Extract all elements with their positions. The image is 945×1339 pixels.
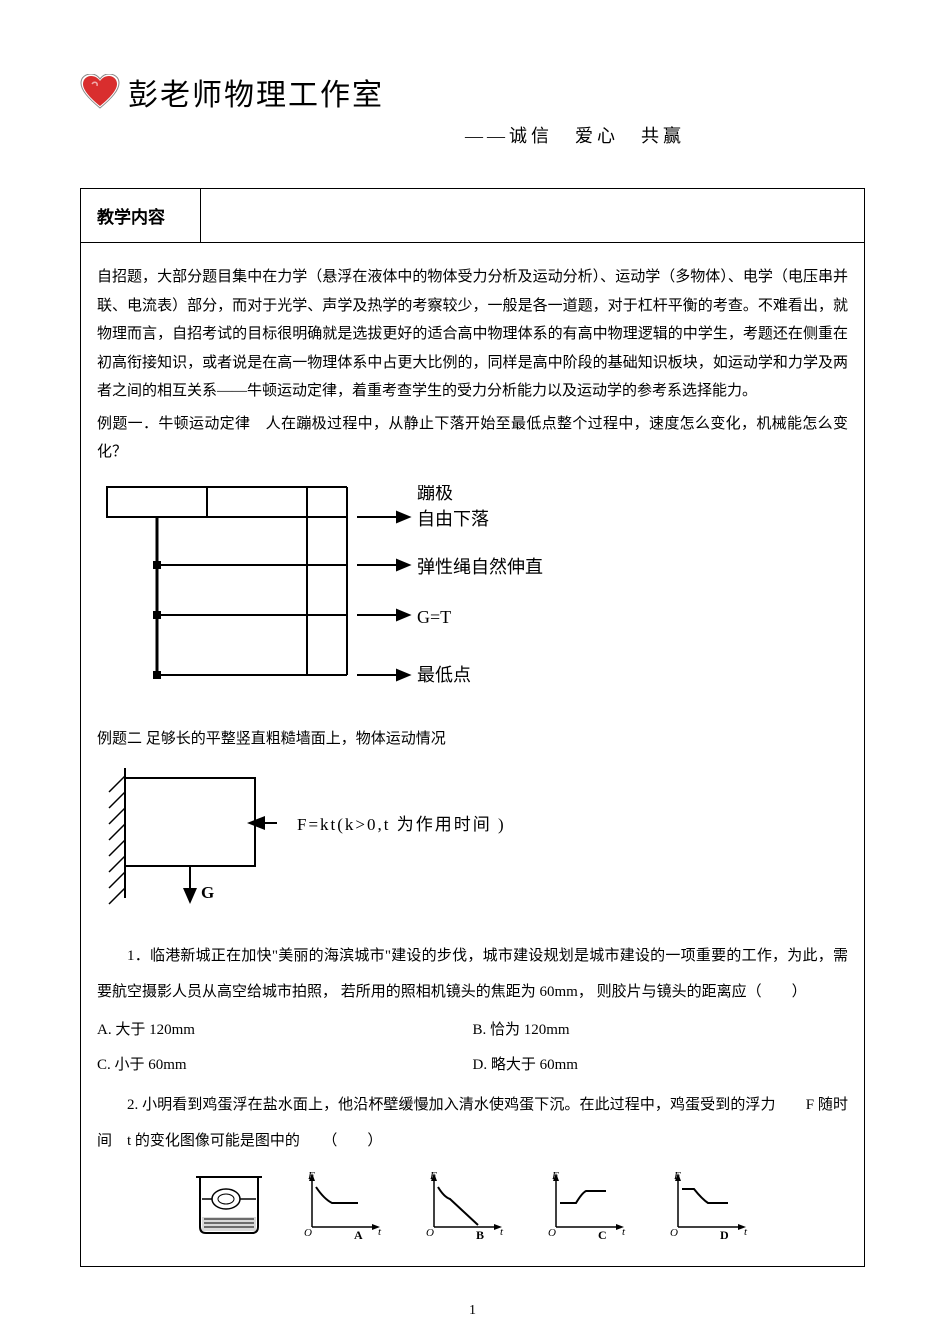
wall-force-diagram: F=kt(k>0,t 为作用时间 ) G [97, 768, 848, 919]
graph-d: F t O D [664, 1169, 756, 1250]
section-header-empty [201, 189, 864, 242]
q1-option-a: A. 大于 120mm [97, 1016, 473, 1045]
subtitle: ——诚信 爱心 共赢 [80, 122, 865, 148]
svg-text:t: t [622, 1226, 626, 1238]
d1-label-1: 自由下落 [417, 509, 489, 529]
page-number: 1 [469, 1303, 476, 1319]
svg-text:F: F [551, 1170, 559, 1182]
graph-c: F t O C [542, 1169, 634, 1250]
question-1-text: 1．临港新城正在加快"美丽的海滨城市"建设的步伐，城市建设规划是城市建设的一项重… [97, 938, 848, 1010]
beaker-icon [190, 1169, 268, 1250]
svg-text:F: F [429, 1170, 437, 1182]
section-header-label: 教学内容 [81, 189, 201, 242]
subtitle-prefix: —— [465, 126, 509, 146]
q1-options-row2: C. 小于 60mm D. 略大于 60mm [97, 1051, 848, 1080]
svg-text:t: t [500, 1226, 504, 1238]
graph-a: F t O A [298, 1169, 390, 1250]
svg-text:t: t [744, 1226, 748, 1238]
q1-option-c: C. 小于 60mm [97, 1051, 473, 1080]
bungee-diagram: 蹦极 自由下落 弹性绳自然伸直 G=T 最低点 [97, 485, 848, 696]
force-label: F=kt(k>0,t 为作用时间 ) [297, 815, 506, 834]
g-label: G [201, 883, 216, 902]
content-body: 自招题，大部分题目集中在力学（悬浮在液体中的物体受力分析及运动分析）、运动学（多… [81, 243, 864, 1266]
question-2-text: 2. 小明看到鸡蛋浮在盐水面上，他沿杯壁缓慢加入清水使鸡蛋下沉。在此过程中，鸡蛋… [97, 1087, 848, 1159]
d1-label-3: G=T [417, 607, 451, 627]
content-box: 教学内容 自招题，大部分题目集中在力学（悬浮在液体中的物体受力分析及运动分析）、… [80, 188, 865, 1267]
example2-label: 例题二 足够长的平整竖直粗糙墙面上，物体运动情况 [97, 725, 848, 754]
svg-text:t: t [378, 1226, 382, 1238]
svg-text:O: O [548, 1227, 556, 1239]
logo-title-row: 彭老师物理工作室 [80, 70, 865, 114]
q1-option-b: B. 恰为 120mm [473, 1016, 849, 1045]
graph-a-label: A [354, 1228, 363, 1239]
graph-c-label: C [598, 1228, 607, 1239]
graph-b-label: B [476, 1228, 484, 1239]
svg-text:O: O [426, 1227, 434, 1239]
subtitle-words: 诚信 爱心 共赢 [509, 126, 685, 146]
q2-graphs-row: F t O A F t O B [97, 1169, 848, 1250]
heart-logo-icon [80, 74, 120, 110]
studio-title: 彭老师物理工作室 [128, 70, 384, 114]
section-header-row: 教学内容 [81, 189, 864, 243]
example1-label: 例题一．牛顿运动定律 人在蹦极过程中，从静止下落开始至最低点整个过程中，速度怎么… [97, 410, 848, 467]
svg-text:F: F [673, 1170, 681, 1182]
graph-d-label: D [720, 1228, 729, 1239]
svg-text:O: O [304, 1227, 312, 1239]
graph-b: F t O B [420, 1169, 512, 1250]
intro-paragraph: 自招题，大部分题目集中在力学（悬浮在液体中的物体受力分析及运动分析）、运动学（多… [97, 263, 848, 406]
svg-text:F: F [307, 1170, 315, 1182]
page-header: 彭老师物理工作室 ——诚信 爱心 共赢 [80, 70, 865, 148]
q1-option-d: D. 略大于 60mm [473, 1051, 849, 1080]
q1-options-row1: A. 大于 120mm B. 恰为 120mm [97, 1016, 848, 1045]
d1-label-4: 最低点 [417, 665, 471, 685]
d1-label-0: 蹦极 [417, 485, 453, 503]
svg-text:O: O [670, 1227, 678, 1239]
d1-label-2: 弹性绳自然伸直 [417, 557, 543, 577]
